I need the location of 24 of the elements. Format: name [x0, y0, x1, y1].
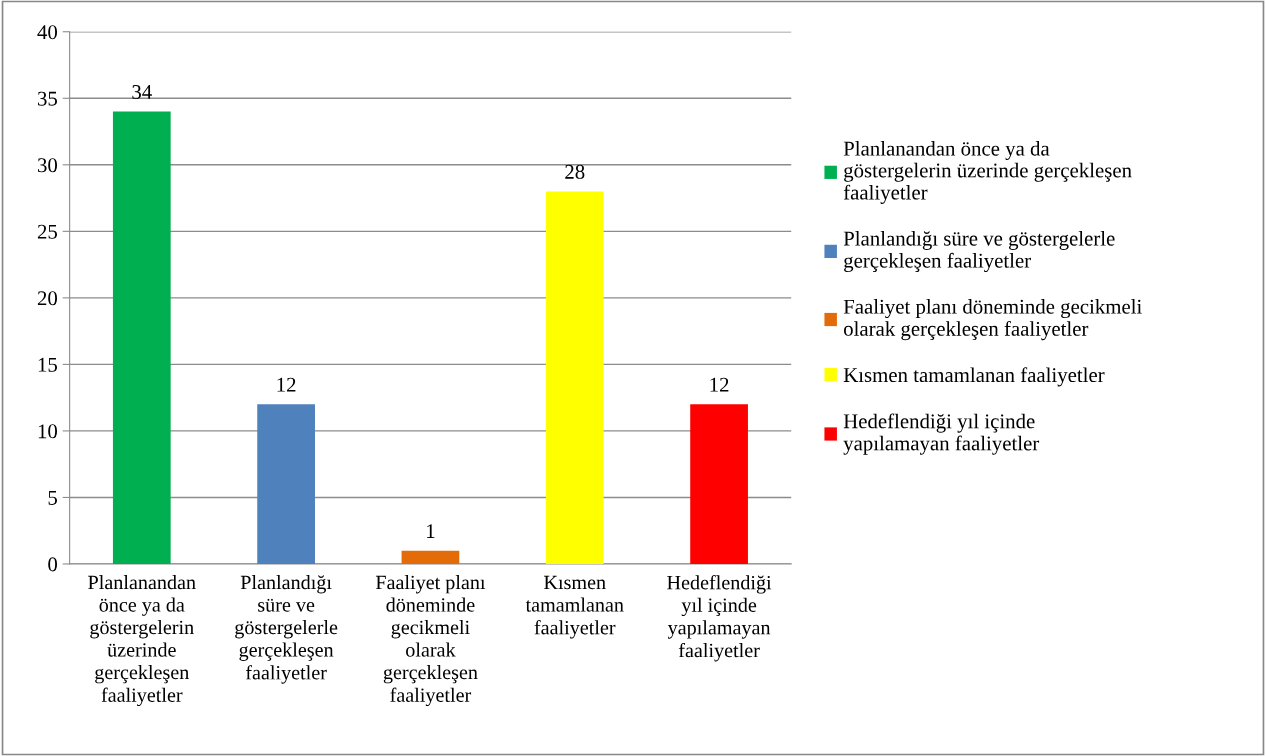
x-tick-label: Planlandığı süre ve göstergelerle gerçekleşen faaliyetler	[235, 575, 338, 684]
y-tick-label: 15	[38, 357, 58, 372]
x-tick-label: Planlanandan önce ya da göstergelerin üzerinde gerçekleşen faaliyetler	[88, 575, 196, 707]
y-tick-label: 0	[48, 557, 58, 572]
y-tick-label: 25	[37, 224, 58, 239]
legend-label: Kısmen tamamlanan faaliyetler	[843, 367, 1105, 387]
y-tick-label: 5	[48, 491, 58, 505]
x-tick-label: Faaliyet planı döneminde gecikmeli olarak gerçekleşen faaliyetler	[375, 575, 486, 707]
data-label: 12	[710, 377, 729, 392]
y-tick-label: 10	[38, 424, 58, 439]
y-tick-label: 30	[37, 158, 58, 173]
y-tick-label: 35	[37, 91, 58, 106]
data-label: 28	[565, 164, 585, 179]
legend-label: Faaliyet planı döneminde gecikmeli olarak gerçekleşen faaliyetler	[843, 299, 1142, 341]
x-tick-label: Kısmen tamamlanan faaliyetler	[525, 575, 624, 639]
data-label: 1	[427, 524, 435, 538]
y-tick-label: 40	[37, 25, 58, 40]
data-label: 34	[132, 85, 152, 100]
legend-label: Planlanandan önce ya da göstergelerin üzerinde gerçekleşen faaliyetler	[843, 140, 1132, 204]
legend-label: Planlandığı süre ve göstergelerle gerçekleşen faaliyetler	[843, 230, 1115, 273]
y-tick-label: 20	[37, 291, 58, 306]
x-tick-label: Hedeflendiği yıl içinde yapılamayan faaliyetler	[667, 575, 772, 662]
data-label: 12	[277, 377, 296, 392]
legend-label: Hedeflendiği yıl içinde yapılamayan faaliyetler	[843, 413, 1040, 455]
